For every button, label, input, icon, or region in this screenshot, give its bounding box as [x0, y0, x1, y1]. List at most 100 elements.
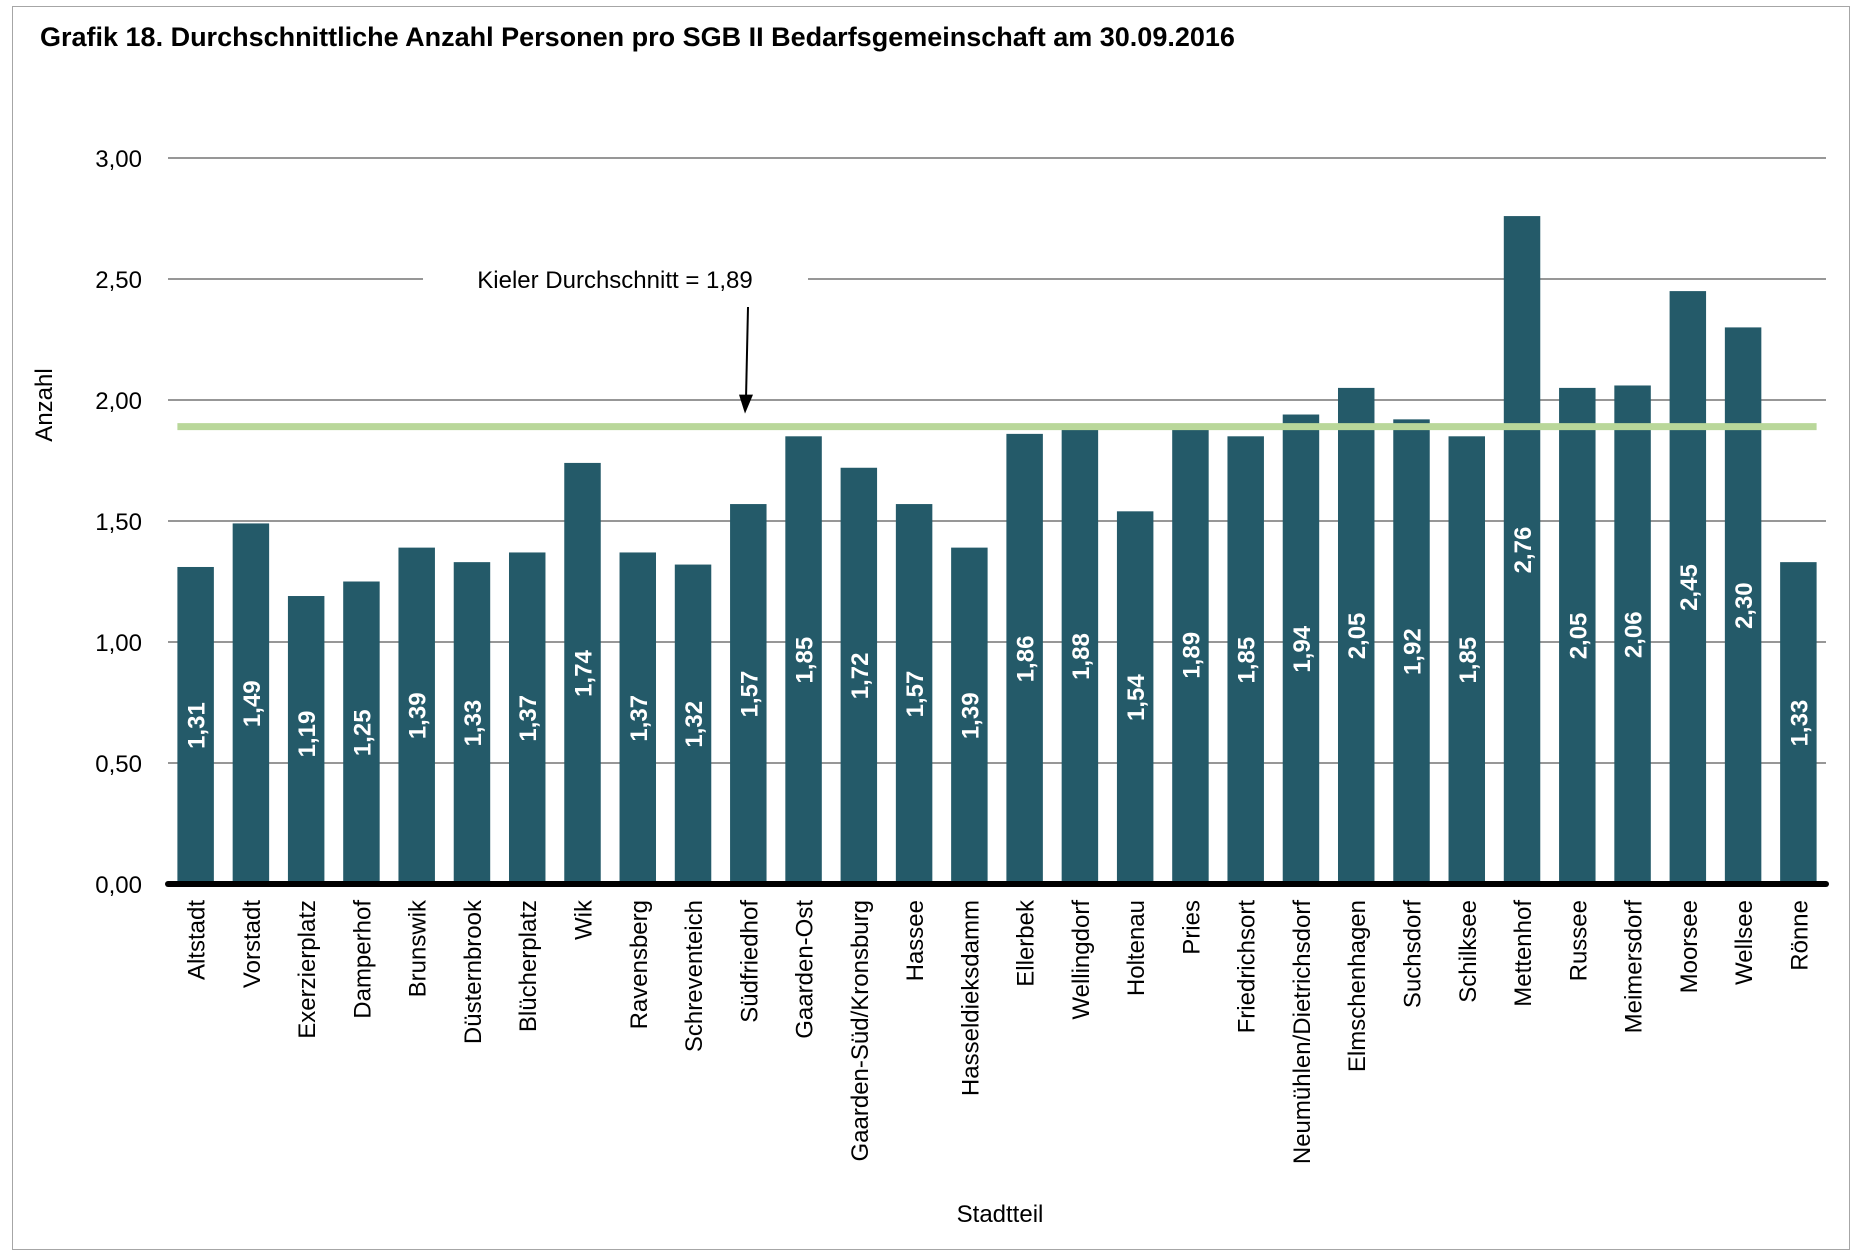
- x-category-label: Pries: [1178, 900, 1205, 955]
- x-category-label: Gaarden-Süd/Kronsburg: [847, 900, 874, 1162]
- average-reference-label: Kieler Durchschnitt = 1,89: [477, 267, 752, 294]
- x-category-label: Russee: [1565, 900, 1592, 981]
- bar: [1614, 385, 1651, 884]
- x-axis-category-labels: Altstadt Vorstadt Exerzierplatz Damperhof Br…: [184, 899, 1814, 1164]
- x-category-label: Schreventeich: [681, 900, 708, 1052]
- bar: [232, 523, 270, 884]
- x-category-label: Gaarden-Ost: [792, 900, 819, 1039]
- x-category-label: Schilksee: [1455, 900, 1482, 1003]
- bar: [1559, 387, 1596, 884]
- value-label: 1,39: [957, 692, 984, 739]
- value-label: 1,25: [349, 709, 376, 756]
- x-category-label: Ellerbek: [1013, 899, 1040, 987]
- bar: [840, 467, 878, 884]
- bar: [453, 562, 491, 884]
- value-label: 1,86: [1013, 636, 1040, 683]
- x-category-label: Rönne: [1786, 900, 1813, 971]
- chart-frame: [12, 6, 1850, 1250]
- x-category-label: Altstadt: [184, 900, 211, 980]
- y-axis-tick-labels: 0,00 0,50 1,00 1,50 2,00 2,50 3,00: [95, 146, 142, 899]
- bar: [895, 504, 933, 884]
- x-category-label: Mettenhof: [1510, 900, 1537, 1007]
- reference-arrow-head: [739, 394, 753, 414]
- x-category-label: Damperhof: [349, 900, 376, 1019]
- x-category-label: Friedrichsort: [1234, 900, 1261, 1034]
- x-category-label: Südfriedhof: [736, 900, 763, 1023]
- x-category-label: Neumühlen/Dietrichsdorf: [1289, 900, 1316, 1164]
- y-tick-label: 3,00: [95, 146, 142, 173]
- x-category-label: Hasseldieksdamm: [957, 900, 984, 1096]
- x-category-label: Ravensberg: [626, 900, 653, 1029]
- bar: [785, 436, 822, 884]
- x-category-label: Hassee: [902, 900, 929, 981]
- value-label: 1,85: [1234, 637, 1261, 684]
- bar: [1006, 433, 1043, 884]
- value-label: 1,92: [1400, 628, 1427, 675]
- value-labels: 1,31 1,49 1,19 1,25 1,39 1,33 1,37 1,74 1,37 1,32…: [184, 527, 1814, 758]
- x-category-label: Suchsdorf: [1400, 900, 1427, 1008]
- x-category-label: Elmschenhagen: [1344, 900, 1371, 1072]
- x-category-label: Exerzierplatz: [294, 900, 321, 1039]
- value-label: 1,89: [1178, 632, 1205, 679]
- x-category-label: Brunswik: [405, 899, 432, 997]
- y-tick-label: 1,50: [95, 509, 142, 536]
- value-label: 1,72: [847, 653, 874, 700]
- bar: [1337, 387, 1375, 884]
- x-axis-title: Stadtteil: [957, 1201, 1044, 1228]
- bar: [1172, 426, 1209, 884]
- bars: [177, 216, 1817, 885]
- value-label: 1,74: [571, 649, 598, 696]
- x-category-label: Meimersdorf: [1621, 900, 1648, 1034]
- x-category-label: Düsternbrook: [460, 899, 487, 1044]
- bar: [564, 462, 601, 884]
- x-category-label: Wik: [571, 899, 598, 940]
- bar: [1393, 419, 1430, 884]
- reference-arrow-shaft: [745, 306, 749, 399]
- y-tick-label: 0,50: [95, 751, 142, 778]
- bar: [1669, 291, 1707, 885]
- bar: [1448, 436, 1486, 884]
- value-label: 1,54: [1123, 674, 1150, 721]
- bar: [951, 547, 988, 884]
- value-label: 1,33: [1786, 700, 1813, 747]
- bar: [1227, 436, 1264, 884]
- bar: [398, 547, 435, 884]
- value-label: 2,05: [1565, 613, 1592, 660]
- bar: [287, 596, 325, 884]
- bar: [1724, 327, 1762, 884]
- value-label: 1,94: [1289, 625, 1316, 672]
- value-label: 1,49: [239, 680, 266, 727]
- y-tick-label: 1,00: [95, 630, 142, 657]
- gridlines: [168, 157, 1826, 764]
- value-label: 2,76: [1510, 527, 1537, 574]
- bar: [730, 504, 767, 884]
- value-label: 1,31: [184, 702, 211, 749]
- value-label: 1,57: [902, 671, 929, 718]
- value-label: 1,33: [460, 700, 487, 747]
- x-category-label: Holtenau: [1123, 900, 1150, 996]
- bar: [177, 566, 214, 884]
- value-label: 1,88: [1068, 633, 1095, 680]
- bar: [619, 552, 657, 884]
- value-label: 2,05: [1344, 613, 1371, 660]
- value-label: 1,32: [681, 701, 708, 748]
- value-label: 1,37: [515, 695, 542, 742]
- value-label: 2,45: [1676, 564, 1703, 611]
- x-category-label: Blücherplatz: [515, 900, 542, 1032]
- value-label: 1,39: [405, 692, 432, 739]
- bar: [1282, 414, 1320, 884]
- value-label: 1,85: [792, 637, 819, 684]
- value-label: 1,19: [294, 711, 321, 758]
- value-label: 1,57: [736, 671, 763, 718]
- x-category-label: Wellingdorf: [1068, 900, 1095, 1020]
- value-label: 2,30: [1731, 582, 1758, 629]
- bar: [674, 564, 712, 884]
- y-axis-title: Anzahl: [31, 368, 58, 441]
- x-category-label: Moorsee: [1676, 900, 1703, 993]
- bar: [1061, 429, 1099, 884]
- bar: [1780, 562, 1817, 884]
- y-tick-label: 2,50: [95, 267, 142, 294]
- y-tick-label: 2,00: [95, 388, 142, 415]
- bar: [508, 552, 546, 884]
